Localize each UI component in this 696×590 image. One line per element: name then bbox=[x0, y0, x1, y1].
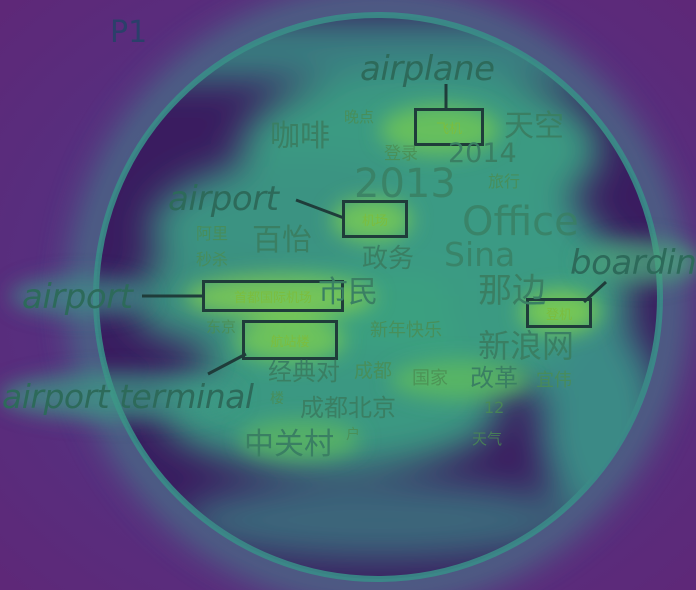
word-twelve: 12 bbox=[484, 400, 504, 416]
word-politics: 政务 bbox=[362, 246, 414, 272]
word-chengdu-b: 成都北京 bbox=[300, 396, 396, 420]
label-airplane: airplane bbox=[360, 52, 495, 86]
word-night: 晚点 bbox=[344, 110, 374, 125]
word-left-a: 阿里 bbox=[196, 226, 228, 242]
word-coffee: 咖啡 bbox=[270, 122, 330, 152]
label-airport-top: airport bbox=[168, 182, 278, 216]
word-dongjing: 东京 bbox=[206, 320, 236, 335]
word-sina-en: Sina bbox=[444, 238, 515, 271]
word-nabian: 那边 bbox=[478, 274, 546, 308]
word-left-b: 秒杀 bbox=[196, 252, 228, 268]
word-country: 国家 bbox=[412, 370, 448, 388]
word-citizen: 市民 bbox=[318, 278, 378, 308]
word-chengdu-a: 成都 bbox=[354, 362, 392, 381]
word-small-b: 楼 bbox=[270, 392, 284, 406]
word-weather: 天气 bbox=[472, 432, 502, 447]
word-yiqie: 宜伟 bbox=[536, 372, 572, 390]
word-sina-cn: 新浪网 bbox=[478, 330, 574, 362]
word-baihuo: 百怡 bbox=[252, 226, 312, 256]
word-zhongguancun: 中关村 bbox=[244, 430, 334, 460]
label-boarding: boarding bbox=[570, 246, 696, 280]
word-newyear: 新年快乐 bbox=[370, 322, 442, 340]
word-travel: 旅行 bbox=[488, 174, 520, 190]
word-classic: 经典对 bbox=[268, 360, 340, 384]
panel-label: P1 bbox=[110, 18, 147, 48]
word-small-a: 户 bbox=[346, 428, 360, 442]
word-reform: 改革 bbox=[470, 366, 518, 390]
label-airport-terminal: airport terminal bbox=[2, 380, 254, 413]
label-airport-left: airport bbox=[22, 280, 132, 314]
box-terminal: 航站楼 bbox=[242, 320, 338, 360]
word-2014: 2014 bbox=[448, 140, 517, 167]
word-2013: 2013 bbox=[354, 164, 456, 204]
